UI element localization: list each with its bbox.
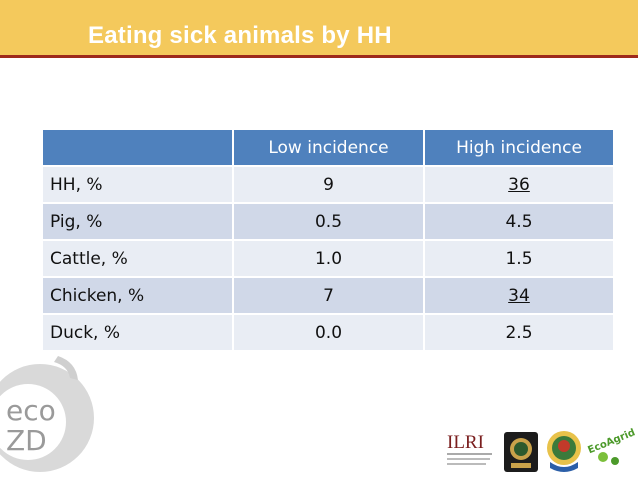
ecozd-logo-inner <box>0 384 66 460</box>
low-value: 7 <box>232 276 425 315</box>
ecoagrid-dot2 <box>611 457 619 465</box>
high-value-underlined: 34 <box>508 285 530 306</box>
high-value: 4.5 <box>423 202 615 241</box>
ilri-logo: ILRI <box>447 432 492 465</box>
table-header-row: Low incidence High incidence <box>41 128 615 167</box>
row-label: Duck, % <box>41 313 234 352</box>
emblem2-ribbon <box>550 462 578 472</box>
table-row: Duck, % 0.0 2.5 <box>41 313 615 352</box>
emblem1-core <box>514 442 528 456</box>
row-label: HH, % <box>41 165 234 204</box>
ecozd-logo-text-eco: eco <box>6 394 56 427</box>
institute-emblem-icon <box>504 432 538 472</box>
ecozd-logo-leaf <box>54 356 78 380</box>
high-value: 2.5 <box>423 313 615 352</box>
table-row: Chicken, % 7 34 <box>41 276 615 315</box>
ecozd-logo: eco ZD <box>0 356 94 472</box>
emblem1-base <box>511 463 531 468</box>
national-emblem-icon <box>547 431 581 472</box>
high-value: 1.5 <box>423 239 615 278</box>
low-value: 0.0 <box>232 313 425 352</box>
table-row: HH, % 9 36 <box>41 165 615 204</box>
table-row: Cattle, % 1.0 1.5 <box>41 239 615 278</box>
row-label: Chicken, % <box>41 276 234 315</box>
high-value: 36 <box>423 165 615 204</box>
high-value: 34 <box>423 276 615 315</box>
slide-title: Eating sick animals by HH <box>88 22 392 49</box>
row-label: Pig, % <box>41 202 234 241</box>
ecoagrid-logo: EcoAgrid <box>586 427 637 465</box>
header-empty <box>41 128 234 167</box>
incidence-table: Low incidence High incidence HH, % 9 36 … <box>41 128 615 352</box>
emblem2-center <box>558 440 570 452</box>
ecozd-logo-text-zd: ZD <box>6 424 47 457</box>
table-row: Pig, % 0.5 4.5 <box>41 202 615 241</box>
high-value-underlined: 36 <box>508 174 530 195</box>
low-value: 0.5 <box>232 202 425 241</box>
low-value: 1.0 <box>232 239 425 278</box>
row-label: Cattle, % <box>41 239 234 278</box>
low-value: 9 <box>232 165 425 204</box>
ilri-logo-text: ILRI <box>447 432 484 453</box>
ecoagrid-logo-text: EcoAgrid <box>586 427 637 456</box>
ecoagrid-dot1 <box>598 452 608 462</box>
header-high-incidence: High incidence <box>423 128 615 167</box>
title-bar: Eating sick animals by HH <box>0 0 638 58</box>
header-low-incidence: Low incidence <box>232 128 425 167</box>
